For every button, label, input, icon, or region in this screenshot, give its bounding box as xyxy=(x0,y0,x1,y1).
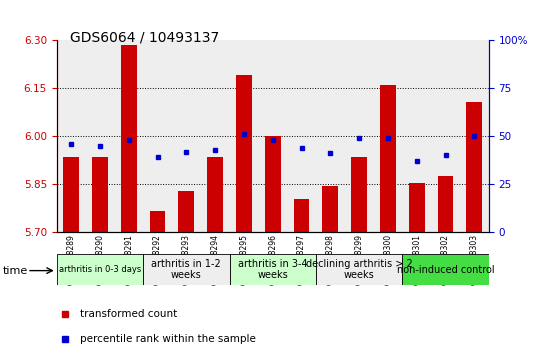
Bar xyxy=(431,40,460,232)
Bar xyxy=(143,40,172,232)
Bar xyxy=(114,40,143,232)
Bar xyxy=(201,40,230,232)
Bar xyxy=(57,40,85,232)
Bar xyxy=(374,40,402,232)
Bar xyxy=(207,157,223,232)
Bar xyxy=(437,176,454,232)
Bar xyxy=(85,40,114,232)
Bar xyxy=(172,40,201,232)
Text: arthritis in 0-3 days: arthritis in 0-3 days xyxy=(59,265,141,274)
Text: GDS6064 / 10493137: GDS6064 / 10493137 xyxy=(70,31,219,45)
Bar xyxy=(316,254,402,285)
Bar xyxy=(57,254,143,285)
Bar xyxy=(63,157,79,232)
Bar xyxy=(178,191,194,232)
Bar xyxy=(92,157,108,232)
Bar xyxy=(143,254,230,285)
Bar xyxy=(287,40,316,232)
Text: arthritis in 1-2
weeks: arthritis in 1-2 weeks xyxy=(151,259,221,280)
Bar xyxy=(150,212,165,232)
Bar xyxy=(294,199,309,232)
Bar xyxy=(402,40,431,232)
Bar xyxy=(467,102,482,232)
Text: arthritis in 3-4
weeks: arthritis in 3-4 weeks xyxy=(238,259,307,280)
Bar xyxy=(322,186,338,232)
Text: transformed count: transformed count xyxy=(80,309,178,319)
Bar xyxy=(236,75,252,232)
Text: percentile rank within the sample: percentile rank within the sample xyxy=(80,334,256,344)
Bar xyxy=(230,254,316,285)
Text: non-induced control: non-induced control xyxy=(397,265,494,274)
Bar xyxy=(121,45,137,232)
Bar xyxy=(460,40,489,232)
Bar xyxy=(402,254,489,285)
Text: time: time xyxy=(3,266,28,276)
Text: declining arthritis > 2
weeks: declining arthritis > 2 weeks xyxy=(306,259,413,280)
Bar xyxy=(265,136,281,232)
Bar xyxy=(258,40,287,232)
Bar xyxy=(351,157,367,232)
Bar xyxy=(345,40,374,232)
Bar xyxy=(380,85,396,232)
Bar xyxy=(316,40,345,232)
Bar xyxy=(409,183,424,232)
Bar xyxy=(230,40,258,232)
